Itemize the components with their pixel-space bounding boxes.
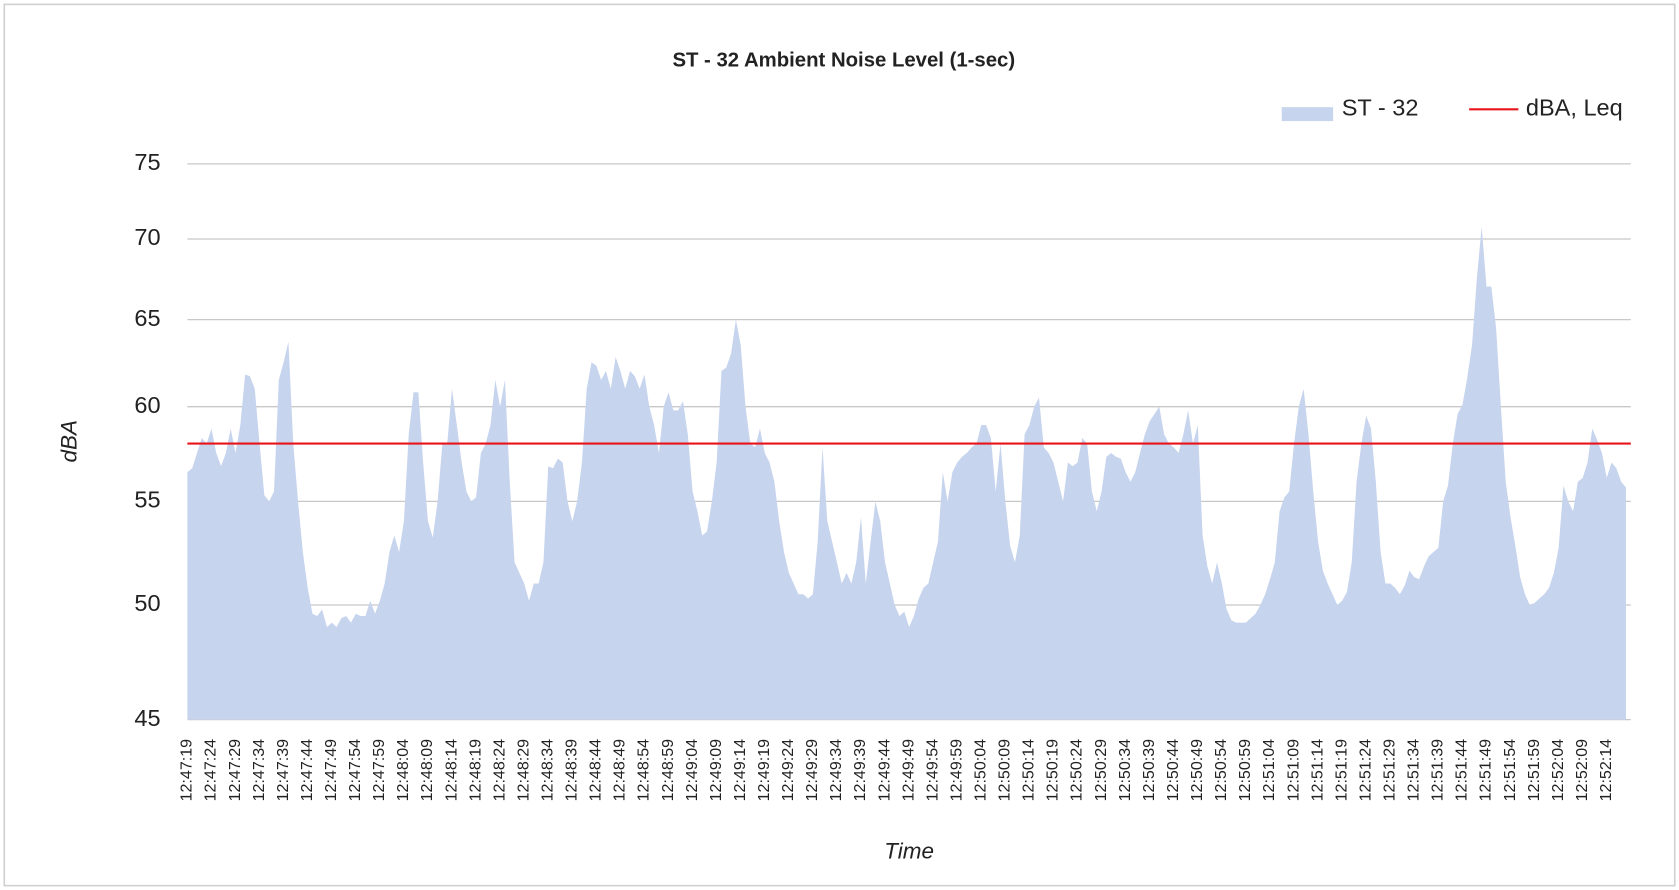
x-tick-label: 12:52:14 — [1597, 739, 1615, 802]
x-tick-label: 12:49:59 — [947, 739, 965, 802]
y-axis-label: dBA — [57, 420, 82, 462]
x-tick-label: 12:47:29 — [226, 739, 244, 802]
x-tick-label: 12:49:14 — [731, 739, 749, 802]
x-tick-label: 12:51:09 — [1284, 739, 1302, 802]
x-tick-label: 12:50:44 — [1164, 739, 1182, 802]
x-tick-label: 12:47:49 — [322, 739, 340, 802]
x-tick-label: 12:49:54 — [923, 739, 941, 802]
x-tick-label: 12:47:59 — [370, 739, 388, 802]
x-tick-label: 12:52:04 — [1549, 739, 1567, 802]
x-tick-label: 12:48:24 — [490, 739, 508, 802]
x-tick-label: 12:48:09 — [418, 739, 436, 802]
x-tick-label: 12:51:29 — [1380, 739, 1398, 802]
x-tick-label: 12:51:24 — [1356, 739, 1374, 802]
x-tick-label: 12:51:34 — [1405, 739, 1423, 802]
x-tick-label: 12:50:49 — [1188, 739, 1206, 802]
x-tick-label: 12:50:09 — [996, 739, 1014, 802]
y-tick-label: 65 — [134, 305, 160, 331]
y-tick-label: 70 — [134, 224, 160, 250]
x-tick-label: 12:49:49 — [899, 739, 917, 802]
x-tick-label: 12:50:14 — [1020, 739, 1038, 802]
y-tick-label: 60 — [134, 392, 160, 418]
x-tick-label: 12:48:44 — [587, 739, 605, 802]
x-tick-label: 12:51:44 — [1453, 739, 1471, 802]
x-tick-label: 12:48:29 — [514, 739, 532, 802]
x-tick-label: 12:49:29 — [803, 739, 821, 802]
x-tick-label: 12:51:14 — [1308, 739, 1326, 802]
legend-label: ST - 32 — [1342, 95, 1419, 121]
x-axis-label: Time — [884, 838, 934, 863]
y-tick-label: 75 — [134, 149, 160, 175]
x-tick-label: 12:51:54 — [1501, 739, 1519, 802]
x-tick-label: 12:47:24 — [202, 739, 220, 802]
x-tick-label: 12:47:39 — [274, 739, 292, 802]
x-tick-label: 12:48:59 — [659, 739, 677, 802]
x-tick-label: 12:48:19 — [466, 739, 484, 802]
x-tick-label: 12:49:19 — [755, 739, 773, 802]
x-tick-label: 12:50:19 — [1044, 739, 1062, 802]
x-tick-label: 12:49:34 — [827, 739, 845, 802]
x-tick-label: 12:51:04 — [1260, 739, 1278, 802]
x-tick-label: 12:50:59 — [1236, 739, 1254, 802]
area — [187, 226, 1627, 720]
x-tick-label: 12:51:59 — [1525, 739, 1543, 802]
x-tick-label: 12:51:49 — [1477, 739, 1495, 802]
x-tick-label: 12:47:19 — [178, 739, 196, 802]
x-tick-label: 12:48:49 — [611, 739, 629, 802]
x-tick-label: 12:49:24 — [779, 739, 797, 802]
x-tick-label: 12:48:34 — [538, 739, 556, 802]
x-tick-label: 12:47:44 — [298, 739, 316, 802]
x-tick-label: 12:50:54 — [1212, 739, 1230, 802]
x-tick-label: 12:52:09 — [1573, 739, 1591, 802]
x-tick-label: 12:50:34 — [1116, 739, 1134, 802]
chart-title: ST - 32 Ambient Noise Level (1-sec) — [672, 49, 1015, 71]
x-tick-label: 12:48:14 — [442, 739, 460, 802]
x-tick-label: 12:48:04 — [394, 739, 412, 802]
x-tick-label: 12:47:34 — [250, 739, 268, 802]
x-tick-label: 12:50:04 — [972, 739, 990, 802]
x-tick-label: 12:49:04 — [683, 739, 701, 802]
legend-label: dBA, Leq — [1526, 95, 1623, 121]
x-tick-label: 12:48:54 — [635, 739, 653, 802]
x-tick-label: 12:48:39 — [563, 739, 581, 802]
x-tick-label: 12:47:54 — [346, 739, 364, 802]
x-tick-label: 12:50:29 — [1092, 739, 1110, 802]
y-tick-label: 50 — [134, 590, 160, 616]
x-tick-label: 12:51:19 — [1332, 739, 1350, 802]
legend-swatch — [1281, 107, 1334, 122]
x-tick-label: 12:50:39 — [1140, 739, 1158, 802]
y-tick-label: 55 — [134, 487, 160, 513]
x-tick-label: 12:51:39 — [1429, 739, 1447, 802]
x-tick-label: 12:50:24 — [1068, 739, 1086, 802]
y-tick-label: 45 — [134, 705, 160, 731]
x-tick-label: 12:49:09 — [707, 739, 725, 802]
x-tick-label: 12:49:44 — [875, 739, 893, 802]
x-tick-label: 12:49:39 — [851, 739, 869, 802]
